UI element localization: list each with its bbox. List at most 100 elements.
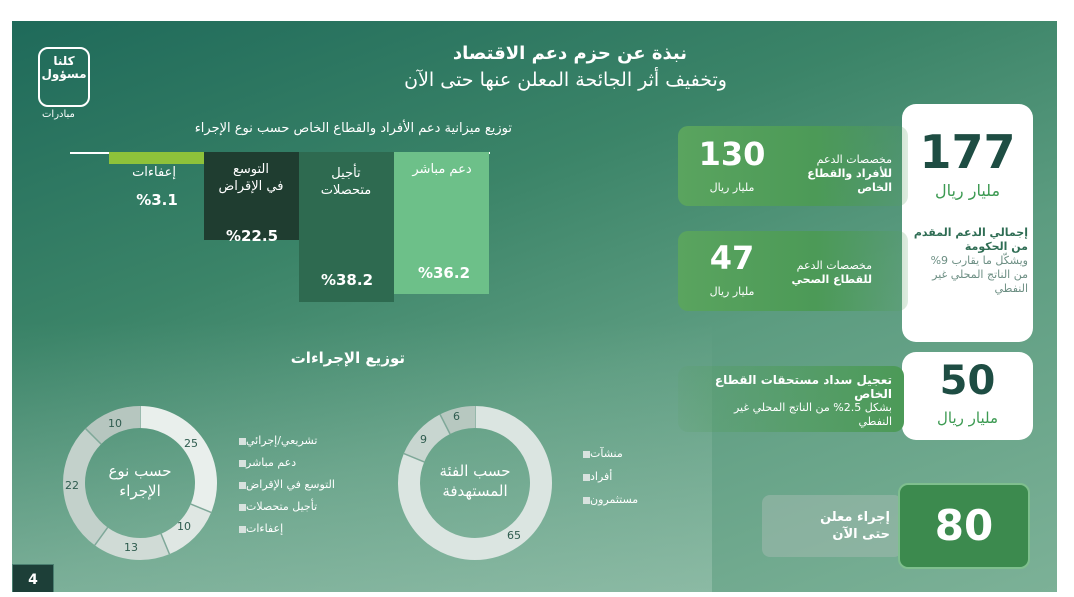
donut-type-value-25: 25 <box>184 437 198 450</box>
legend-swatch <box>239 437 246 445</box>
total-desc-5: النفطي <box>994 282 1028 295</box>
bar-label-lending-2: في الإقراض <box>218 179 284 194</box>
legend-direct-support: دعم مباشر <box>234 456 354 469</box>
donut-group-center-label: حسب الفئة المستهدفة <box>417 461 533 501</box>
individuals-unit: مليار ريال <box>709 181 755 194</box>
donut-by-measure-type <box>63 406 217 560</box>
donut-segment-direct <box>160 503 212 555</box>
donut-segment-establishments <box>398 406 552 560</box>
bar-value-deferred: %38.2 <box>320 271 374 289</box>
distribution-title: توزيع الإجراءات <box>290 349 405 367</box>
donut-group-center-1: حسب الفئة <box>439 462 511 480</box>
donut-group-value-6: 6 <box>453 410 460 423</box>
individuals-label-2: للأفراد والقطاع الخاص <box>807 167 892 194</box>
legend-text: تأجيل متحصلات <box>246 500 318 513</box>
total-desc-1: إجمالي الدعم المقدم <box>913 226 1028 239</box>
legend-legislative: تشريعي/إجرائي <box>234 434 354 447</box>
individuals-label-1: مخصصات الدعم <box>816 153 892 166</box>
donut-type-center-label: حسب نوع الإجراء <box>90 461 190 501</box>
donut-group-value-65: 65 <box>507 529 521 542</box>
donut-segment-investors <box>440 406 476 435</box>
bar-label-deferred-2: متحصلات <box>320 183 372 198</box>
health-unit: مليار ريال <box>709 285 755 298</box>
slide-title: نبذة عن حزم دعم الاقتصاد <box>452 43 687 64</box>
total-support-description: إجمالي الدعم المقدم من الحكومة ويشكّل ما… <box>908 226 1028 296</box>
legend-establishments: منشآت <box>578 447 658 460</box>
donut-type-value-10a: 10 <box>177 520 191 533</box>
total-desc-3: ويشكّل ما يقارب 9% <box>930 254 1028 267</box>
bar-label-direct: دعم مباشر <box>412 162 472 177</box>
logo-line1: كلنا <box>53 54 75 68</box>
card-total-support <box>902 104 1033 342</box>
individuals-value: 130 <box>698 135 766 173</box>
logo-line2: مسؤول <box>41 67 87 81</box>
bar-chart-title: توزيع ميزانية دعم الأفراد والقطاع الخاص … <box>194 121 512 136</box>
bar-label-deferred: تأجيل متحصلات <box>299 165 393 199</box>
card-individuals-private <box>678 126 908 206</box>
donut-by-target-group <box>398 406 552 560</box>
legend-exemptions: إعفاءات <box>234 522 354 535</box>
donut-separator <box>160 533 171 555</box>
donut-segment-deferred <box>63 428 109 546</box>
legend-individuals: أفراد <box>578 470 658 483</box>
legend-swatch <box>239 481 246 489</box>
donut-separator <box>190 503 212 514</box>
donut-segment-lending <box>94 527 170 560</box>
donut-group-center-2: المستهدفة <box>442 482 508 500</box>
legend-text: أفراد <box>590 470 613 483</box>
donut-type-center-2: الإجراء <box>119 482 161 500</box>
measures-label-2: حتى الآن <box>832 527 890 542</box>
donut-segment-individuals <box>403 414 451 463</box>
bar-value-lending: %22.5 <box>225 227 279 245</box>
kulluna-masool-logo: كلنا مسؤول <box>38 47 90 107</box>
donut-type-center-1: حسب نوع <box>108 462 172 480</box>
card-private-dues-label-bg <box>678 366 904 432</box>
slide-subtitle: وتخفيف أثر الجائحة المعلن عنها حتى الآن <box>404 69 727 91</box>
donut-separator <box>403 452 425 463</box>
private-dues-label-1: تعجيل سداد مستحقات القطاع الخاص <box>714 373 892 401</box>
card-health-sector <box>678 231 908 311</box>
individuals-label: مخصصات الدعم للأفراد والقطاع الخاص <box>770 153 892 195</box>
health-label-1: مخصصات الدعم <box>796 259 872 272</box>
bar-exemptions <box>109 152 204 165</box>
bar-direct-support <box>394 152 489 295</box>
measures-label-1: إجراء معلن <box>820 510 890 525</box>
health-value: 47 <box>709 239 755 277</box>
bar-value-direct: %36.2 <box>417 264 471 282</box>
measures-value: 80 <box>934 501 994 550</box>
total-support-unit: مليار ريال <box>934 181 1001 200</box>
card-private-dues <box>902 352 1033 440</box>
donut-type-value-22: 22 <box>65 479 79 492</box>
legend-swatch <box>239 503 246 511</box>
total-desc-2: من الحكومة <box>964 240 1028 253</box>
health-label-2: للقطاع الصحي <box>791 273 872 286</box>
total-desc-4: من الناتج المحلي غير <box>932 268 1028 281</box>
donut-type-value-13: 13 <box>124 541 138 554</box>
legend-lending: التوسع في الإقراض <box>234 478 354 491</box>
legend-swatch <box>583 496 590 504</box>
legend-deferred: تأجيل متحصلات <box>234 500 354 513</box>
donut-separator <box>94 527 109 546</box>
private-dues-label: تعجيل سداد مستحقات القطاع الخاص بشكل 2.5… <box>682 373 892 429</box>
private-dues-label-2: بشكل 2.5% من الناتج المحلي غير <box>733 401 892 414</box>
private-dues-unit: مليار ريال <box>937 409 998 427</box>
bar-lending-expansion <box>204 152 299 241</box>
legend-swatch <box>583 473 590 481</box>
legend-swatch <box>583 450 590 458</box>
donut-separator <box>439 414 451 435</box>
donut-segment-legislative <box>139 406 217 513</box>
logo-subtitle: مبادرات <box>42 109 75 120</box>
legend-text: دعم مباشر <box>246 456 297 469</box>
donut-separator <box>85 428 102 445</box>
bar-label-exemptions: إعفاءات <box>132 165 176 180</box>
private-dues-label-3: النفطي <box>858 415 892 428</box>
card-measures <box>898 483 1030 569</box>
donut-segment-exemptions <box>85 406 141 445</box>
legend-swatch <box>239 459 246 467</box>
bar-label-deferred-1: تأجيل <box>331 166 361 181</box>
private-dues-value: 50 <box>939 358 996 404</box>
page-number: 4 <box>12 564 54 592</box>
legend-text: منشآت <box>590 447 623 460</box>
legend-text: التوسع في الإقراض <box>246 478 335 491</box>
slide: نبذة عن حزم دعم الاقتصاد وتخفيف أثر الجا… <box>12 18 1057 592</box>
